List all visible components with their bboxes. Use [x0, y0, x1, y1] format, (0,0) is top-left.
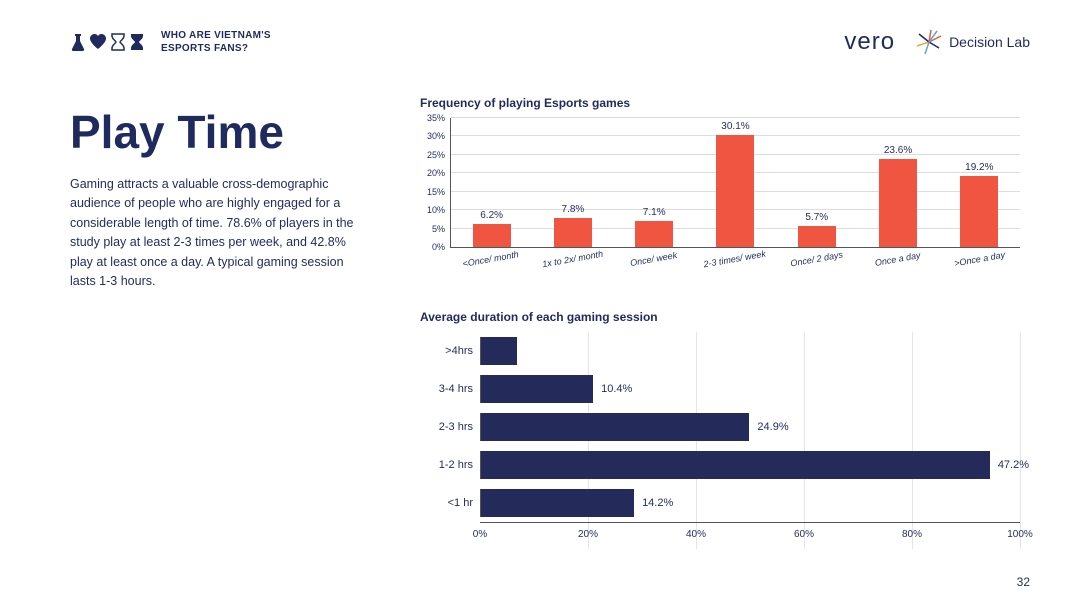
- chart1-bar-value: 7.1%: [643, 207, 666, 218]
- page-title: Play Time: [70, 105, 284, 159]
- vero-logo: vero: [844, 28, 895, 56]
- chart2-xtick-label: 20%: [578, 529, 598, 540]
- chart1-y-axis: 0%5%10%15%20%25%30%35%: [419, 118, 449, 247]
- heart-icon: [89, 33, 107, 51]
- chart1-ytick-label: 20%: [427, 168, 445, 178]
- chart2-track: 47.2%: [480, 451, 1020, 479]
- chart2-xtick-label: 0%: [473, 529, 487, 540]
- chart2-track: 24.9%: [480, 413, 1020, 441]
- chart2-row: 1-2 hrs47.2%: [480, 446, 1020, 484]
- chart1-bar: [473, 224, 511, 247]
- chart1-bar-column: 23.6%: [862, 145, 933, 247]
- chart1-bar-column: 7.1%: [619, 207, 690, 247]
- duration-chart: Average duration of each gaming session …: [420, 310, 1020, 549]
- chart1-xtick-label: Once a day: [862, 248, 934, 270]
- chart1-x-axis: <Once/ month1x to 2x/ monthOnce/ week2-3…: [450, 254, 1020, 264]
- hourglass-outline-icon: [110, 33, 126, 51]
- chart1-bar-value: 5.7%: [805, 212, 828, 223]
- chart2-bars: >4hrs3-4 hrs10.4%2-3 hrs24.9%1-2 hrs47.2…: [480, 332, 1020, 522]
- decision-lab-text: Decision Lab: [949, 34, 1030, 50]
- chart1-bar-value: 30.1%: [721, 121, 749, 132]
- chart2-x-axis-line: [480, 522, 1020, 523]
- chart1-bar-column: 7.8%: [537, 204, 608, 247]
- chart1-xtick-label: Once/ 2 days: [780, 248, 852, 270]
- chart2-xtick-label: 100%: [1007, 529, 1033, 540]
- chart1-ytick-label: 30%: [427, 131, 445, 141]
- chart1-bar-column: 30.1%: [700, 121, 771, 247]
- chart2-row: 2-3 hrs24.9%: [480, 408, 1020, 446]
- burst-icon: [915, 28, 943, 56]
- chart2-bar-value: 24.9%: [757, 421, 788, 433]
- chart2-bar: [481, 337, 517, 365]
- flask-icon: [70, 33, 86, 51]
- header-subtitle: WHO ARE VIETNAM'S ESPORTS FANS?: [161, 29, 271, 55]
- chart1-bar-column: 5.7%: [781, 212, 852, 247]
- chart2-xtick-label: 60%: [794, 529, 814, 540]
- chart2-row: <1 hr14.2%: [480, 484, 1020, 522]
- chart2-bar: [481, 451, 990, 479]
- chart2-bar-value: 10.4%: [601, 383, 632, 395]
- chart1-plot-area: 0%5%10%15%20%25%30%35% 6.2%7.8%7.1%30.1%…: [450, 118, 1020, 248]
- chart1-bar-column: 19.2%: [944, 162, 1015, 247]
- chart1-xtick-label: <Once/ month: [455, 248, 527, 270]
- chart1-bar-column: 6.2%: [456, 210, 527, 247]
- chart1-title: Frequency of playing Esports games: [420, 96, 1020, 110]
- chart1-xtick-label: Once/ week: [618, 248, 690, 270]
- chart1-ytick-label: 25%: [427, 150, 445, 160]
- chart1-xtick-label: >Once a day: [943, 248, 1015, 270]
- header-right: vero Decision Lab: [844, 28, 1030, 56]
- chart1-bar-value: 7.8%: [562, 204, 585, 215]
- chart2-track: 14.2%: [480, 489, 1020, 517]
- chart2-row: >4hrs: [480, 332, 1020, 370]
- header-subtitle-line2: ESPORTS FANS?: [161, 42, 271, 55]
- chart2-bar: [481, 375, 593, 403]
- chart2-category-label: >4hrs: [418, 345, 473, 357]
- chart1-ytick-label: 10%: [427, 205, 445, 215]
- chart1-bars: 6.2% 7.8% 7.1% 30.1% 5.7% 23.6% 19.2%: [451, 118, 1020, 247]
- chart1-bar: [635, 221, 673, 247]
- page-number: 32: [1017, 575, 1030, 589]
- chart2-title: Average duration of each gaming session: [420, 310, 1020, 324]
- chart2-plot-area: >4hrs3-4 hrs10.4%2-3 hrs24.9%1-2 hrs47.2…: [480, 332, 1020, 549]
- chart2-category-label: 2-3 hrs: [418, 421, 473, 433]
- body-paragraph: Gaming attracts a valuable cross-demogra…: [70, 175, 370, 291]
- header-subtitle-line1: WHO ARE VIETNAM'S: [161, 29, 271, 42]
- chart2-track: 10.4%: [480, 375, 1020, 403]
- slide-header: WHO ARE VIETNAM'S ESPORTS FANS? vero Dec…: [70, 28, 1030, 56]
- chart1-bar: [960, 176, 998, 247]
- chart1-bar-value: 6.2%: [480, 210, 503, 221]
- chart1-bar: [554, 218, 592, 247]
- chart2-x-axis: 0%20%40%60%80%100%: [480, 529, 1020, 549]
- chart2-xtick-label: 40%: [686, 529, 706, 540]
- chart2-bar: [481, 413, 749, 441]
- chart1-bar-value: 19.2%: [965, 162, 993, 173]
- chart2-track: [480, 337, 1020, 365]
- header-left: WHO ARE VIETNAM'S ESPORTS FANS?: [70, 29, 271, 55]
- chart2-category-label: 3-4 hrs: [418, 383, 473, 395]
- header-icon-row: [70, 33, 145, 51]
- chart1-bar: [798, 226, 836, 247]
- chart1-xtick-label: 1x to 2x/ month: [536, 248, 608, 270]
- chart2-xtick-label: 80%: [902, 529, 922, 540]
- decision-lab-logo: Decision Lab: [915, 28, 1030, 56]
- chart1-ytick-label: 15%: [427, 187, 445, 197]
- chart2-row: 3-4 hrs10.4%: [480, 370, 1020, 408]
- chart1-ytick-label: 0%: [432, 242, 445, 252]
- frequency-chart: Frequency of playing Esports games 0% 5% 1…: [420, 96, 1020, 264]
- chart1-bar: [879, 159, 917, 247]
- chart2-gridline: [1020, 332, 1021, 549]
- chart1-xtick-label: 2-3 times/ week: [699, 248, 771, 270]
- chart2-category-label: <1 hr: [418, 497, 473, 509]
- chart1-ytick-label: 5%: [432, 224, 445, 234]
- chart1-ytick-label: 35%: [427, 113, 445, 123]
- chart2-bar: [481, 489, 634, 517]
- chart2-bar-value: 14.2%: [642, 497, 673, 509]
- hourglass-icon: [129, 33, 145, 51]
- chart1-bar-value: 23.6%: [884, 145, 912, 156]
- chart2-category-label: 1-2 hrs: [418, 459, 473, 471]
- chart1-bar: [716, 135, 754, 247]
- chart2-bar-value: 47.2%: [998, 459, 1029, 471]
